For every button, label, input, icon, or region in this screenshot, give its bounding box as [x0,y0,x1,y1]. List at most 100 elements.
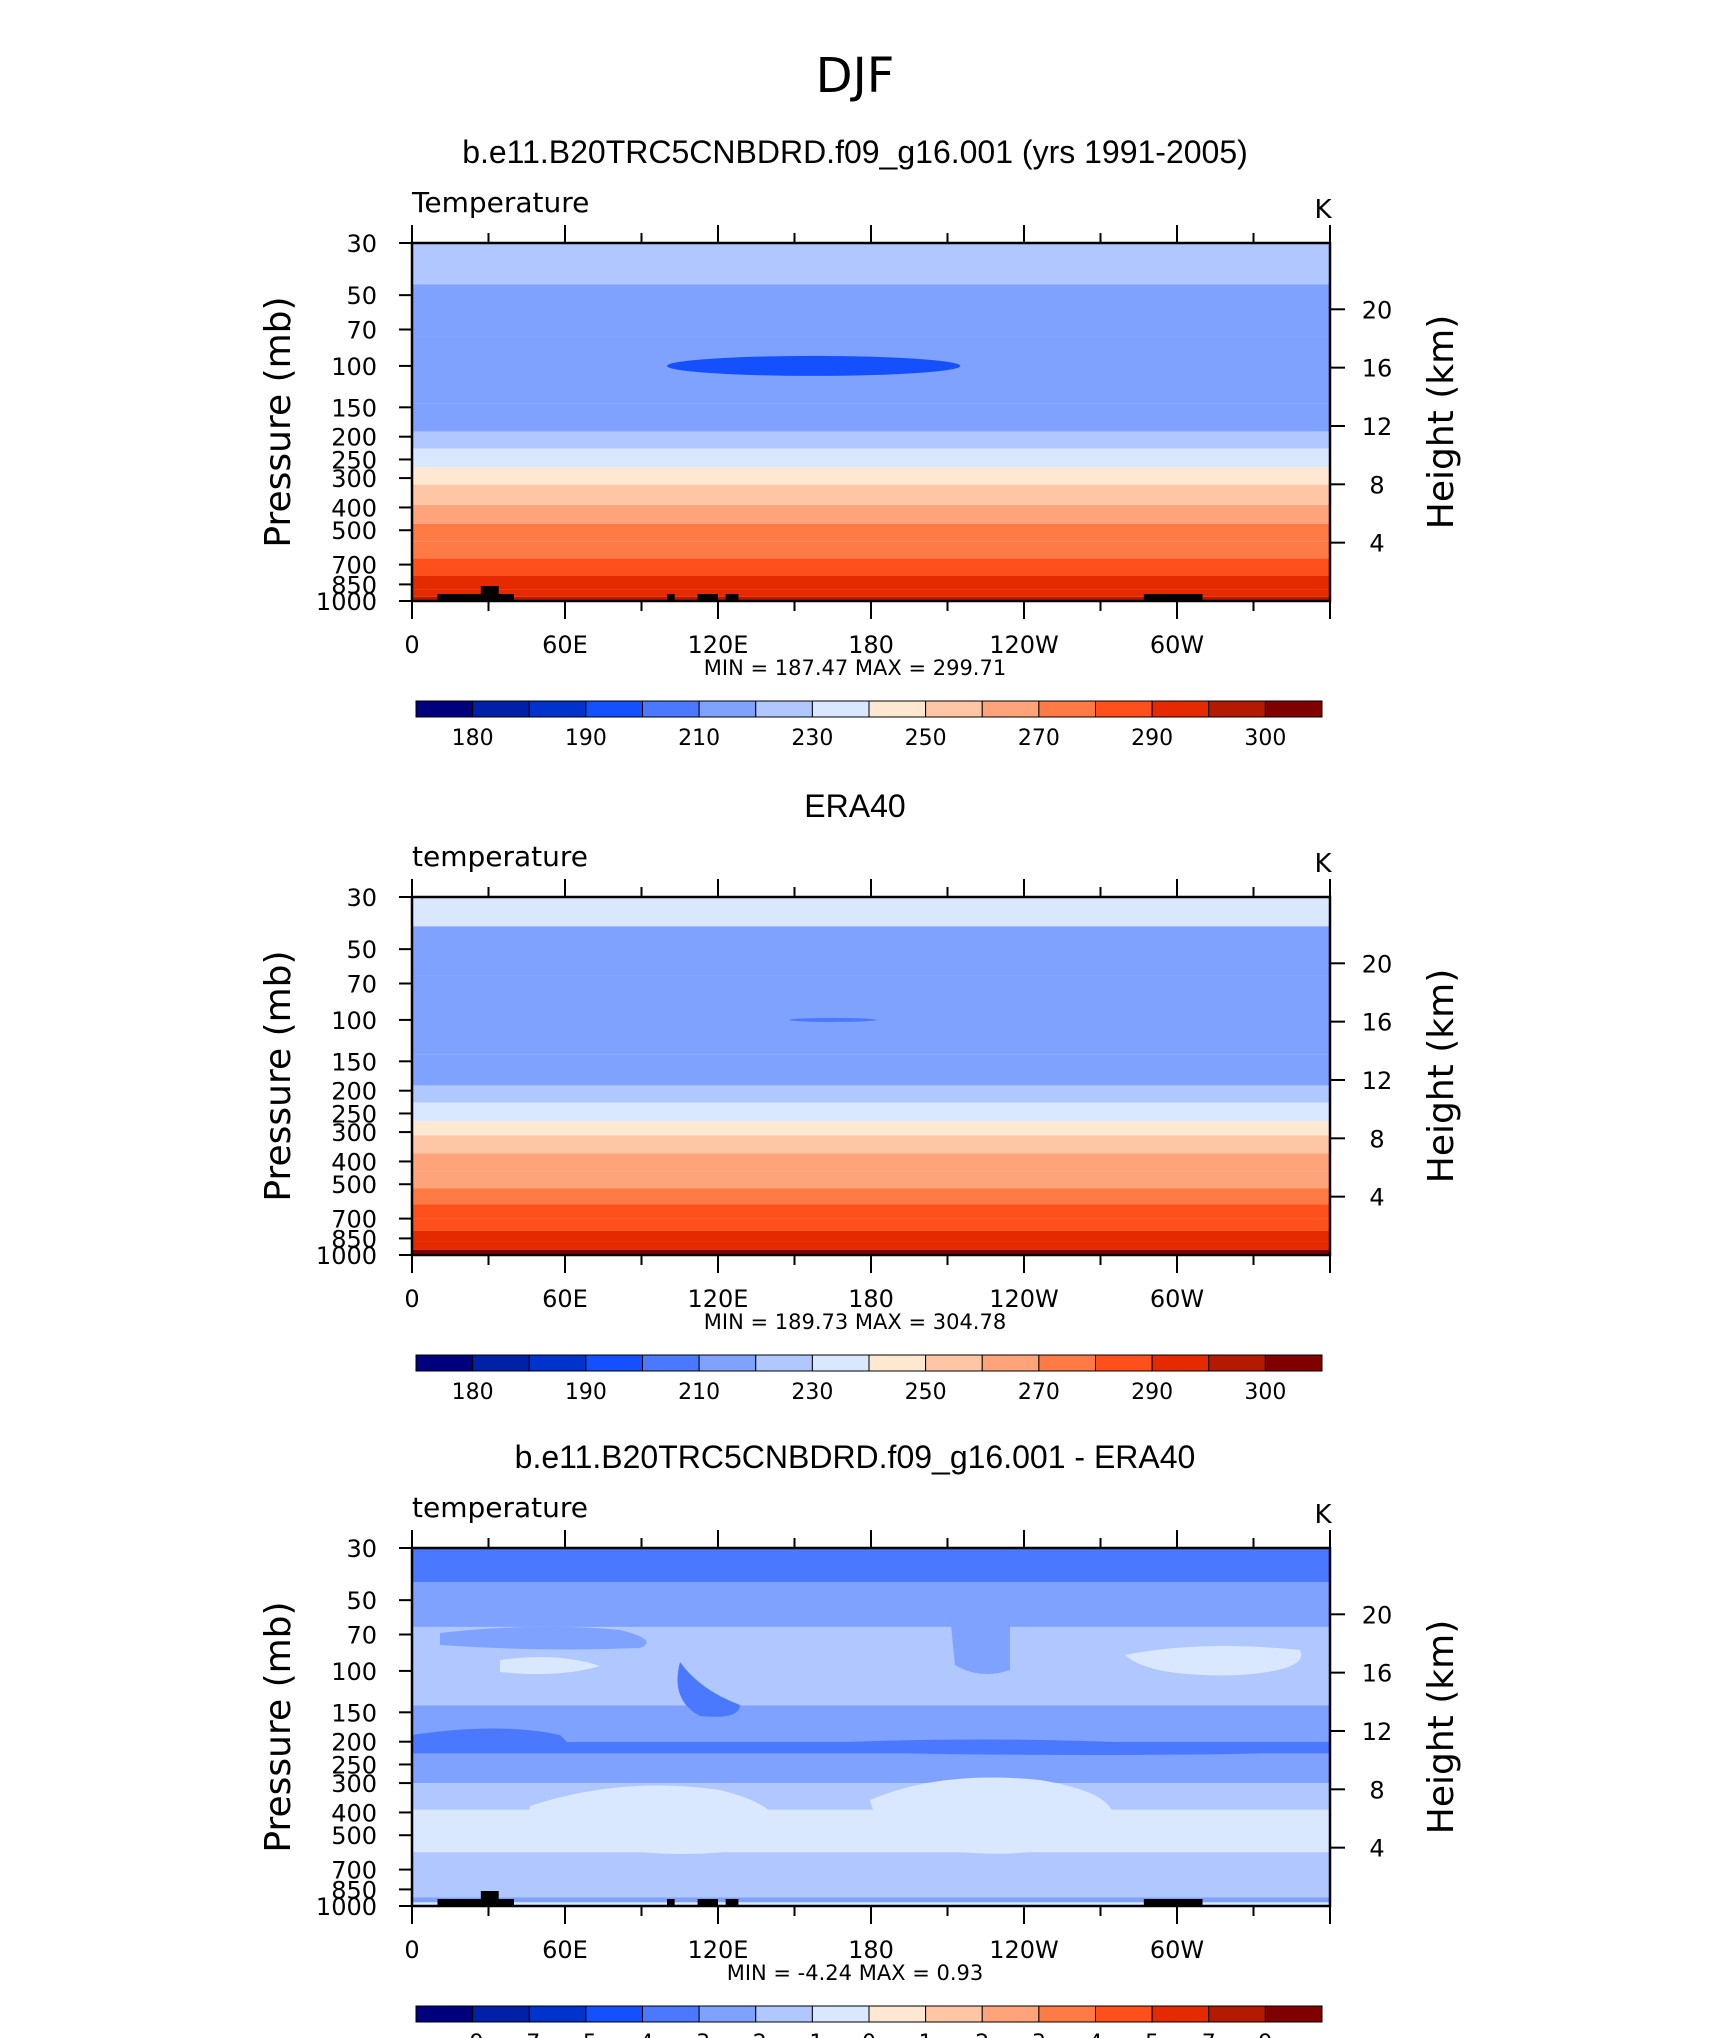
height-tick-label: 16 [1362,355,1393,383]
x-tick-label: 180 [848,1936,894,1964]
y-tick-label: 70 [346,971,377,999]
contour-band [412,1548,1330,1583]
colorbar-label: -2 [745,2031,767,2038]
colorbar-label: -1 [801,2031,823,2038]
y-tick-label: 1000 [316,588,377,616]
x-tick-label: 60E [542,1936,588,1964]
small-anomaly-contour [870,1777,1114,1854]
colorbar-swatch [981,2005,1040,2023]
y-tick-label: 850 [331,1876,377,1904]
contour-band [412,1085,1330,1103]
chart-title: b.e11.B20TRC5CNBDRD.f09_g16.001 - ERA40 [515,1439,1196,1475]
height-tick-label: 20 [1362,1601,1393,1629]
y-tick-label: 300 [331,465,377,493]
small-anomaly-contour [529,1785,779,1854]
x-tick-label: 60E [542,1285,588,1313]
y-axis-label: Pressure (mb) [258,1601,299,1852]
colorbar-swatch [925,700,983,718]
contour-band [412,558,1330,576]
contour-band [412,1188,1330,1205]
contour-band [412,589,1330,597]
colorbar-swatch [868,700,927,718]
contour-band [412,1171,1330,1189]
y-tick-label: 30 [346,230,377,258]
colorbar-label: 5 [1145,2031,1159,2038]
contour-band [412,1582,1330,1627]
contour-band [412,431,1330,449]
colorbar-label: 250 [905,726,947,751]
y-tick-label: 400 [331,494,377,522]
min-max-stats: MIN = -4.24 MAX = 0.93 [727,1961,984,1985]
x-tick-label: 60W [1150,1936,1204,1964]
variable-label: temperature [412,1491,588,1524]
contour-band [412,1753,1330,1784]
contour-band [412,504,1330,524]
colorbar-swatch [1264,2005,1323,2023]
height-tick-label: 20 [1362,950,1393,978]
min-max-stats: MIN = 189.73 MAX = 304.78 [704,1310,1006,1334]
y-axis-label-right: Height (km) [1421,1620,1462,1834]
y-tick-label: 30 [346,1535,377,1563]
y-axis-label-right: Height (km) [1421,315,1462,529]
height-tick-label: 8 [1369,1125,1384,1153]
y-tick-label: 100 [331,353,377,381]
y-tick-label: 500 [331,1171,377,1199]
topography-mask [480,586,499,601]
y-tick-label: 50 [346,1587,377,1615]
colorbar-swatch [755,700,813,718]
cold-core-contour [789,1017,877,1022]
units-label: K [1314,195,1332,225]
height-tick-label: 8 [1369,1776,1384,1804]
contour-band [412,897,1330,927]
colorbar-label: 290 [1131,1380,1173,1405]
contour-band [412,403,1330,432]
y-tick-label: 150 [331,394,377,422]
colorbar-swatch [415,700,474,718]
colorbar-swatch [1208,1354,1266,1372]
contour-band [412,1230,1330,1242]
contour-band [412,284,1330,337]
contour-band [412,1121,1330,1136]
colorbar-label: 180 [452,726,494,751]
topography-mask [1143,594,1203,601]
height-tick-label: 12 [1362,1718,1393,1746]
colorbar-swatch [585,700,643,718]
height-tick-label: 4 [1369,1184,1384,1212]
contour-band [412,484,1330,505]
y-tick-label: 250 [331,1100,377,1128]
contour-band [412,467,1330,485]
colorbar-swatch [528,2005,587,2023]
colorbar-label: 210 [678,1380,720,1405]
topography-mask [437,1899,484,1906]
colorbar-swatch [1151,1354,1210,1372]
contour-band [412,1204,1330,1219]
negative-anomaly-contour [820,1739,1330,1755]
topography-mask [725,594,739,601]
colorbar-swatch [1095,1354,1153,1372]
contour-band [412,1902,1330,1906]
y-axis-label-right: Height (km) [1421,969,1462,1183]
y-tick-label: 70 [346,1622,377,1650]
y-tick-label: 700 [331,1206,377,1234]
colorbar-swatch [472,1354,530,1372]
y-tick-label: 300 [331,1770,377,1798]
colorbar-swatch [1208,700,1266,718]
colorbar-swatch [811,2005,870,2023]
colorbar-swatch [981,1354,1040,1372]
y-tick-label: 100 [331,1007,377,1035]
contour-band [412,243,1330,285]
height-tick-label: 4 [1369,530,1384,558]
contour-band [412,1249,1330,1255]
x-tick-label: 180 [848,631,894,659]
contour-band [412,1705,1330,1742]
topography-mask [496,594,514,601]
colorbar-label: 190 [565,726,607,751]
y-tick-label: 850 [331,1225,377,1253]
colorbar-label: 2 [975,2031,989,2038]
colorbar-swatch [472,2005,530,2023]
y-tick-label: 1000 [316,1893,377,1921]
x-tick-label: 0 [404,631,419,659]
x-tick-label: 120E [688,631,749,659]
colorbar-label: 3 [1032,2031,1046,2038]
